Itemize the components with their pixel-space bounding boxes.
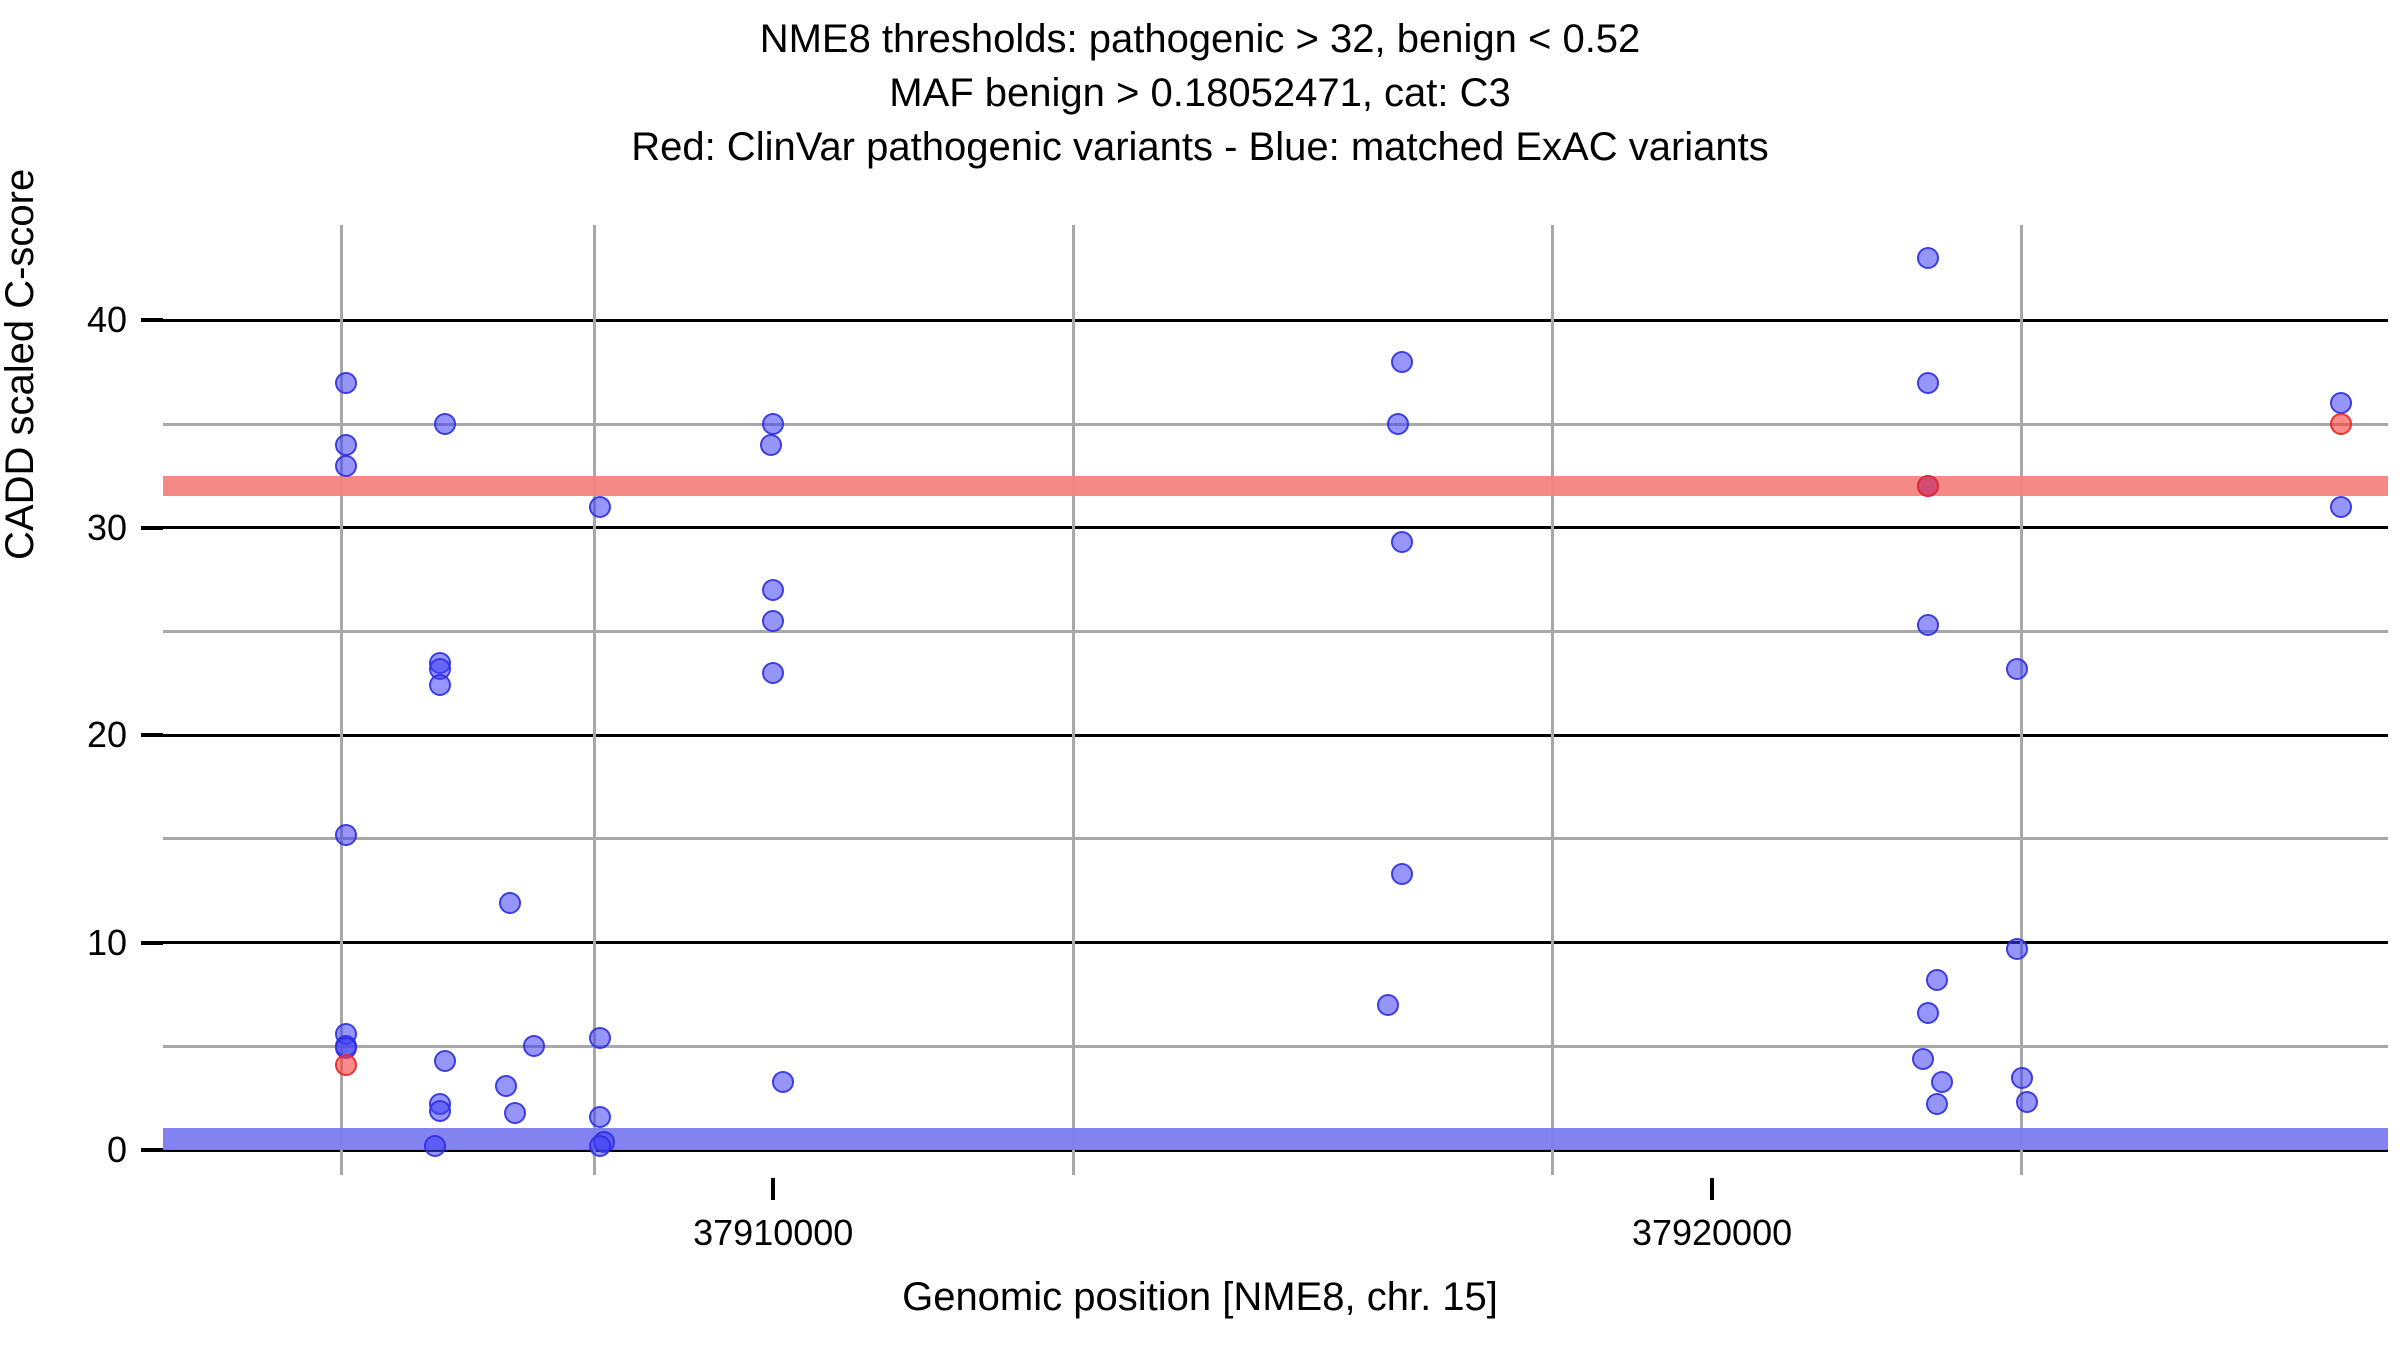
exac-data-point bbox=[1377, 993, 1400, 1016]
y-axis-tick bbox=[141, 940, 163, 945]
gridline-vertical bbox=[593, 225, 597, 1175]
exac-data-point bbox=[2006, 937, 2029, 960]
gridline-horizontal bbox=[163, 837, 2388, 841]
exac-data-point bbox=[1916, 1002, 1939, 1025]
gridline-horizontal bbox=[163, 630, 2388, 634]
exac-data-point bbox=[1912, 1047, 1935, 1070]
y-axis-tick-label: 40 bbox=[86, 299, 127, 341]
exac-data-point bbox=[1391, 350, 1414, 373]
exac-data-point bbox=[1931, 1070, 1954, 1093]
exac-data-point bbox=[428, 1099, 451, 1122]
pathogenic-threshold-band bbox=[163, 476, 2388, 497]
x-axis-title: Genomic position [NME8, chr. 15] bbox=[902, 1275, 1498, 1319]
exac-data-point bbox=[762, 662, 785, 685]
exac-data-point bbox=[1391, 863, 1414, 886]
y-axis-tick-label: 30 bbox=[86, 506, 127, 548]
exac-data-point bbox=[1916, 247, 1939, 270]
y-axis-tick bbox=[141, 733, 163, 738]
title-line-3: Red: ClinVar pathogenic variants - Blue:… bbox=[631, 125, 1769, 169]
exac-data-point bbox=[2330, 392, 2353, 415]
x-axis-tick-label: 37920000 bbox=[1631, 1212, 1793, 1253]
exac-data-point bbox=[2010, 1066, 2033, 1089]
y-axis-tick bbox=[141, 318, 163, 323]
exac-data-point bbox=[1916, 371, 1939, 394]
exac-data-point bbox=[504, 1101, 527, 1124]
axis-line-horizontal bbox=[163, 733, 2388, 737]
title-line-1: NME8 thresholds: pathogenic > 32, benign… bbox=[759, 17, 1641, 61]
pathogenic-data-point bbox=[2330, 413, 2353, 436]
gridline-vertical bbox=[1550, 225, 1554, 1175]
gridline-horizontal bbox=[163, 422, 2388, 426]
gridline-vertical bbox=[1072, 225, 1076, 1175]
exac-data-point bbox=[2015, 1091, 2038, 1114]
exac-data-point bbox=[522, 1035, 545, 1058]
exac-data-point bbox=[335, 823, 358, 846]
pathogenic-data-point bbox=[335, 1054, 358, 1077]
benign-threshold-band bbox=[163, 1128, 2388, 1151]
gridline-horizontal bbox=[163, 1044, 2388, 1048]
exac-data-point bbox=[1391, 531, 1414, 554]
plot-panel bbox=[141, 225, 2388, 1175]
axis-line-horizontal bbox=[163, 526, 2388, 530]
exac-data-point bbox=[1916, 614, 1939, 637]
exac-data-point bbox=[588, 496, 611, 519]
exac-data-point bbox=[1386, 413, 1409, 436]
exac-data-point bbox=[588, 1134, 611, 1157]
pathogenic-data-point bbox=[1916, 475, 1939, 498]
y-axis-tick bbox=[141, 1148, 163, 1153]
y-axis-title: CADD scaled C-score bbox=[0, 168, 42, 560]
exac-data-point bbox=[2006, 657, 2029, 680]
exac-data-point bbox=[433, 1049, 456, 1072]
exac-data-point bbox=[588, 1105, 611, 1128]
gridline-vertical bbox=[2020, 225, 2024, 1175]
exac-data-point bbox=[762, 579, 785, 602]
x-axis-tick-label: 37910000 bbox=[693, 1212, 854, 1253]
exac-data-point bbox=[335, 371, 358, 394]
exac-data-point bbox=[335, 454, 358, 477]
exac-data-point bbox=[771, 1070, 794, 1093]
chart-title: NME8 thresholds: pathogenic > 32, benign… bbox=[0, 12, 2400, 174]
axis-line-horizontal bbox=[163, 318, 2388, 322]
exac-data-point bbox=[762, 413, 785, 436]
exac-data-point bbox=[762, 610, 785, 633]
exac-data-point bbox=[428, 674, 451, 697]
exac-data-point bbox=[588, 1027, 611, 1050]
y-axis-tick bbox=[141, 525, 163, 530]
gridline-vertical bbox=[339, 225, 343, 1175]
exac-data-point bbox=[433, 413, 456, 436]
exac-data-point bbox=[1926, 1093, 1949, 1116]
exac-data-point bbox=[499, 892, 522, 915]
x-axis-tick bbox=[1710, 1178, 1715, 1200]
exac-data-point bbox=[760, 433, 783, 456]
exac-data-point bbox=[424, 1134, 447, 1157]
exac-data-point bbox=[1926, 969, 1949, 992]
y-axis-tick-label: 20 bbox=[86, 714, 127, 756]
y-axis-tick-label: 0 bbox=[106, 1129, 127, 1171]
y-axis-tick-label: 10 bbox=[86, 921, 127, 963]
exac-data-point bbox=[494, 1074, 517, 1097]
x-axis-tick bbox=[771, 1178, 776, 1200]
title-line-2: MAF benign > 0.18052471, cat: C3 bbox=[889, 71, 1511, 115]
exac-data-point bbox=[2330, 496, 2353, 519]
exac-data-point bbox=[335, 433, 358, 456]
axis-line-horizontal bbox=[163, 941, 2388, 945]
